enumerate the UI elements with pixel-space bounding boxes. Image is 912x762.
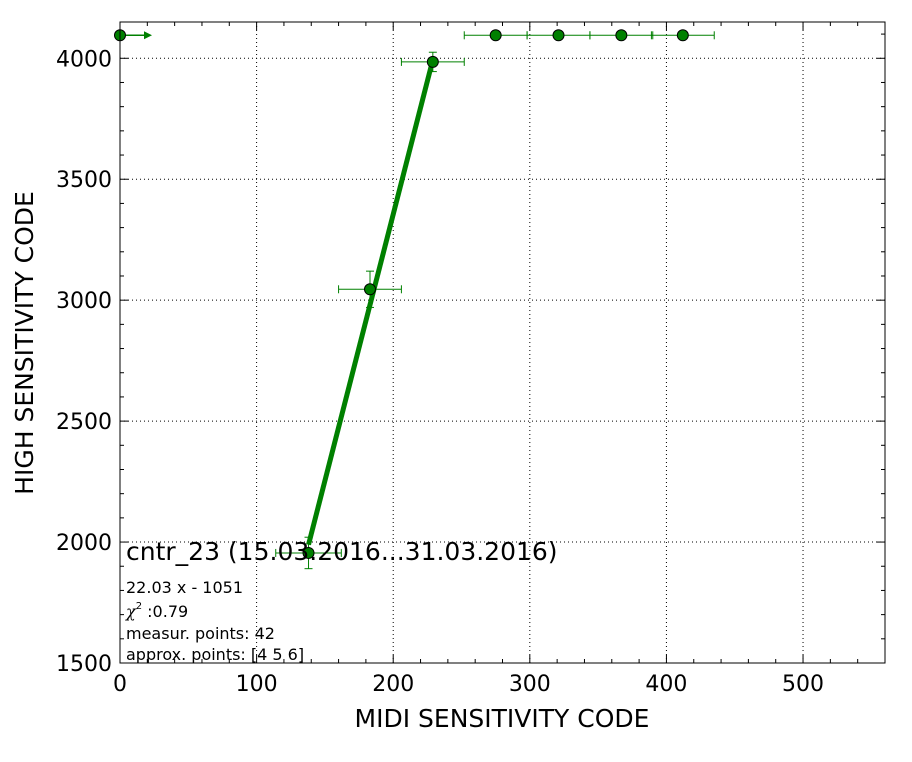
x-tick-label: 400 bbox=[645, 672, 687, 697]
annotation-approx-points: approx. points: [4 5 6] bbox=[126, 645, 304, 664]
y-tick-label: 2500 bbox=[56, 410, 112, 435]
plot-frame bbox=[119, 21, 886, 664]
y-tick-label: 2000 bbox=[56, 531, 112, 556]
x-tick-label: 0 bbox=[113, 672, 127, 697]
annotation-title: cntr_23 (15.03.2016...31.03.2016) bbox=[126, 537, 558, 566]
x-tick-label: 500 bbox=[782, 672, 824, 697]
chi-value: :0.79 bbox=[142, 602, 188, 621]
fit-line-layer bbox=[306, 59, 436, 546]
annotation-equation: 22.03 x - 1051 bbox=[126, 578, 243, 597]
offscale-arrow-head bbox=[144, 31, 152, 40]
data-point bbox=[426, 55, 439, 68]
y-tick-label: 3000 bbox=[56, 289, 112, 314]
data-point bbox=[552, 29, 565, 42]
y-tick-label: 1500 bbox=[56, 652, 112, 677]
y-tick-label: 3500 bbox=[56, 168, 112, 193]
annotation-chi-square: χ2 :0.79 bbox=[125, 601, 188, 621]
data-points bbox=[114, 29, 689, 559]
x-axis-label: MIDI SENSITIVITY CODE bbox=[355, 704, 650, 733]
y-tick-labels: 1500 2000 2500 3000 3500 4000 bbox=[56, 47, 112, 677]
chi-exponent: 2 bbox=[136, 601, 142, 612]
x-tick-label: 300 bbox=[509, 672, 551, 697]
data-point bbox=[363, 283, 376, 296]
fit-line bbox=[306, 59, 436, 546]
y-tick-label: 4000 bbox=[56, 47, 112, 72]
chi-symbol: χ bbox=[125, 602, 137, 621]
annotation-measur-points: measur. points: 42 bbox=[126, 624, 275, 643]
y-axis-label: HIGH SENSITIVITY CODE bbox=[10, 191, 39, 495]
x-tick-labels: 0 100 200 300 400 500 bbox=[113, 672, 824, 697]
data-point bbox=[676, 29, 689, 42]
annotation-box: cntr_23 (15.03.2016...31.03.2016) 22.03 … bbox=[125, 537, 558, 664]
grid bbox=[120, 22, 885, 663]
x-tick-label: 200 bbox=[372, 672, 414, 697]
data-point bbox=[489, 29, 502, 42]
data-point bbox=[615, 29, 628, 42]
data-point bbox=[302, 546, 315, 559]
x-tick-label: 100 bbox=[236, 672, 278, 697]
minor-ticks bbox=[119, 22, 886, 664]
